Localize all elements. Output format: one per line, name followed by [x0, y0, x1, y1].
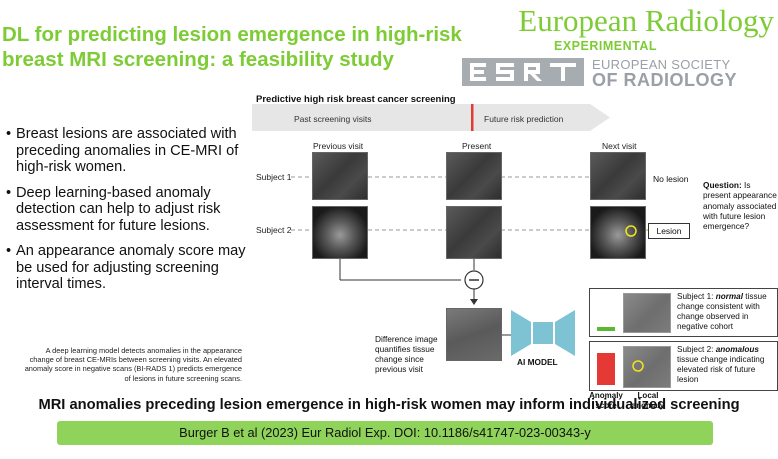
question-text: Is present appearance anomaly associated… — [703, 180, 777, 232]
scan-subject1-present — [446, 152, 502, 200]
lesion-marker-icon — [625, 225, 637, 237]
subtract-operator-icon — [464, 270, 484, 290]
difference-image-label: Difference image quantifies tissue chang… — [375, 334, 438, 374]
anomaly-score-bar-subject-2 — [597, 353, 615, 385]
key-point-3: An appearance anomaly score may be used … — [6, 243, 246, 293]
present-marker — [471, 104, 474, 131]
band-label-past: Past screening visits — [294, 114, 372, 124]
esr-logo-mark — [462, 58, 584, 86]
result-subject-1-prefix: Subject 1: — [677, 292, 716, 301]
difference-image — [446, 308, 502, 361]
column-present: Present — [462, 141, 492, 151]
journal-subtitle: EXPERIMENTAL — [554, 39, 657, 53]
column-next-visit: Next visit — [602, 141, 637, 151]
band-label-future: Future risk prediction — [484, 114, 564, 124]
no-lesion-label: No lesion — [653, 174, 689, 184]
esr-logo: EUROPEAN SOCIETY OF RADIOLOGY — [462, 56, 774, 90]
result-subject-1-emphasis: normal — [715, 292, 743, 301]
anomaly-score-label: Anomaly score — [589, 391, 623, 410]
summary-note: A deep learning model detects anomalies … — [24, 346, 242, 383]
scan-subject1-next — [590, 152, 646, 200]
scan-subject2-present — [446, 206, 502, 259]
conclusion-headline: MRI anomalies preceding lesion emergence… — [38, 397, 740, 413]
anomaly-marker-icon — [632, 360, 644, 372]
row-subject-1: Subject 1 — [256, 172, 292, 182]
result-subject-1-description: tissue change consistent with change obs… — [677, 292, 767, 331]
result-subject-2-description: tissue change indicating elevated risk o… — [677, 355, 765, 384]
society-line-2: OF RADIOLOGY — [592, 70, 737, 90]
local-anomaly-label: Local anomaly — [631, 391, 665, 410]
question-label: Question: — [703, 180, 742, 190]
result-subject-2: Subject 2: anomalous tissue change indic… — [589, 341, 778, 391]
scan-subject2-next — [590, 206, 646, 259]
result-subject-2-prefix: Subject 2: — [677, 345, 716, 354]
diagram-title: Predictive high risk breast cancer scree… — [256, 94, 456, 105]
scan-subject2-previous — [312, 206, 368, 259]
result-subject-2-emphasis: anomalous — [715, 345, 759, 354]
journal-logo: European Radiology EXPERIMENTAL — [462, 3, 774, 54]
key-point-2: Deep learning-based anomaly detection ca… — [6, 185, 246, 235]
lesion-label: Lesion — [648, 223, 690, 239]
ai-model-label: AI MODEL — [517, 357, 558, 367]
column-previous-visit: Previous visit — [313, 141, 364, 151]
local-anomaly-subject-2 — [623, 346, 671, 388]
row-subject-2: Subject 2 — [256, 225, 292, 235]
local-anomaly-subject-1 — [623, 293, 671, 333]
result-subject-1: Subject 1: normal tissue change consiste… — [589, 288, 778, 337]
scan-subject1-previous — [312, 152, 368, 200]
result-subject-1-text: Subject 1: normal tissue change consiste… — [677, 292, 777, 332]
page-title: DL for predicting lesion emergence in hi… — [2, 23, 462, 71]
key-point-1: Breast lesions are associated with prece… — [6, 126, 246, 176]
anomaly-score-bar-subject-1 — [597, 327, 615, 331]
key-points: Breast lesions are associated with prece… — [6, 126, 246, 302]
timeline-arrow — [252, 104, 610, 131]
research-question: Question: Is present appearance anomaly … — [703, 180, 777, 231]
ai-model-icon — [511, 310, 575, 356]
citation-banner: Burger B et al (2023) Eur Radiol Exp. DO… — [57, 421, 713, 445]
result-subject-2-text: Subject 2: anomalous tissue change indic… — [677, 345, 777, 385]
journal-name: European Radiology — [518, 3, 774, 38]
society-line-1: EUROPEAN SOCIETY — [592, 57, 731, 72]
